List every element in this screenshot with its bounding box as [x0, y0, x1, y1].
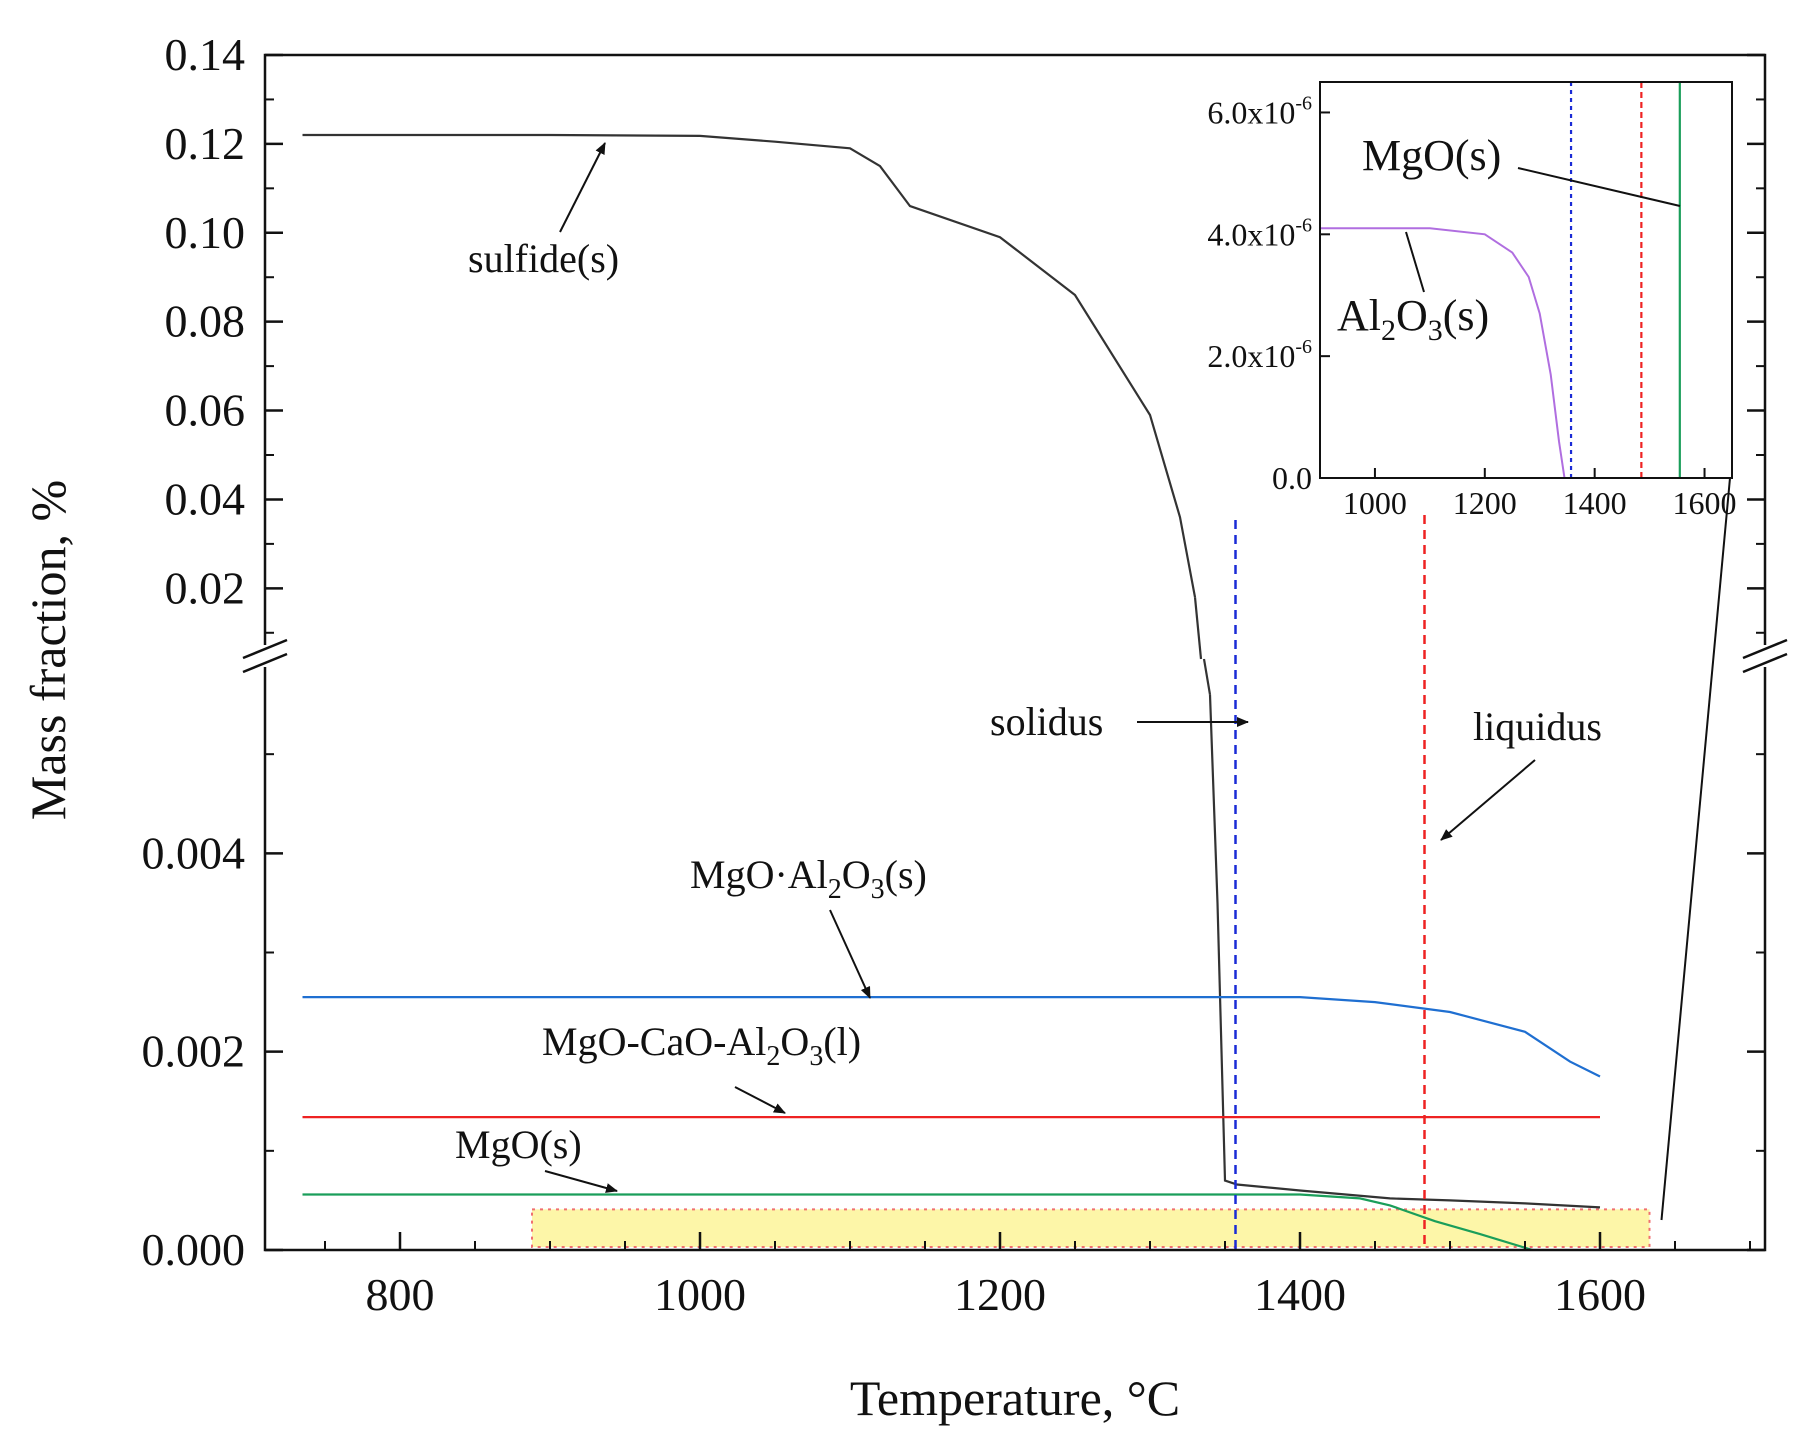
series-sulfide-s [302, 133, 1197, 598]
inset-x-tick-label-1400: 1400 [1563, 485, 1627, 521]
axis-break-mark-right-2 [1742, 652, 1788, 674]
inset-x-tick-label-1000: 1000 [1343, 485, 1407, 521]
series-sulfide-s-low [1208, 694, 1601, 1209]
axis-break-mark-right-1 [1742, 638, 1788, 660]
inset-y-tick-label-2: 4.0x10-6 [1207, 214, 1312, 252]
y-tick-upper-0-06-label: 0.06 [165, 385, 246, 436]
y-tick-upper-0-04-label: 0.04 [165, 473, 246, 524]
inset-series-al2o3-s [1320, 227, 1566, 479]
annotation-mgo: MgO(s) [455, 1122, 582, 1167]
x-tick-label-1200: 1200 [954, 1269, 1046, 1320]
arrow-liquidus [1440, 759, 1536, 841]
inset-y-tick-label-1: 2.0x10-6 [1207, 336, 1312, 374]
arrow-sulfide [559, 142, 606, 233]
series-sulfide-break-lower [1202, 658, 1212, 695]
x-tick-label-1000: 1000 [654, 1269, 746, 1320]
axis-break-mark-left-2 [242, 652, 288, 674]
series-mgo-al2o3-s [302, 995, 1601, 1078]
arrow-mgo-cao-al2o3 [734, 1086, 786, 1114]
zoom-connector-left [1660, 477, 1731, 1221]
series-mgo-s [302, 1193, 1533, 1252]
y-tick-upper-0-02-label: 0.02 [165, 562, 246, 613]
x-tick-label-1400: 1400 [1254, 1269, 1346, 1320]
inset-frame [1319, 81, 1733, 479]
inset-annotation-al2o3: Al2O3(s) [1337, 291, 1489, 347]
y-tick-lower-0-004-label: 0.004 [142, 827, 246, 878]
y-tick-lower-0-000-label: 0.000 [142, 1224, 246, 1275]
y-axis-title: Mass fraction, % [20, 480, 76, 820]
inset-arrow-mgo [1517, 167, 1681, 207]
annotation-liquidus: liquidus [1473, 704, 1602, 749]
y-tick-upper-0-08-label: 0.08 [165, 296, 246, 347]
y-tick-upper-0-14-label: 0.14 [165, 29, 246, 80]
inset-arrow-al2o3 [1405, 231, 1425, 293]
annotation-solidus: solidus [990, 699, 1103, 744]
arrow-mgo [544, 1170, 618, 1193]
y-tick-upper-0-12-label: 0.12 [165, 118, 246, 169]
x-tick-label-800: 800 [366, 1269, 435, 1320]
y-tick-lower-0-002-label: 0.002 [142, 1026, 246, 1077]
inset-y-tick-label-0: 0.0 [1272, 460, 1312, 496]
inset-x-tick-label-1200: 1200 [1453, 485, 1517, 521]
series-sulfide-break-upper [1193, 597, 1203, 660]
axis-break-mark-left-1 [242, 638, 288, 660]
annotation-sulfide: sulfide(s) [468, 236, 619, 281]
inset-y-tick-label-3: 6.0x10-6 [1207, 92, 1312, 130]
annotation-mgo-al2o3: MgO·Al2O3(s) [690, 852, 927, 905]
inset-annotation-mgo: MgO(s) [1362, 131, 1501, 180]
arrow-mgo-al2o3 [829, 909, 871, 999]
inset-x-tick-label-1600: 1600 [1673, 485, 1737, 521]
x-axis-title: Temperature, °C [850, 1370, 1180, 1426]
y-tick-upper-0-10-label: 0.10 [165, 207, 246, 258]
x-tick-label-1600: 1600 [1554, 1269, 1646, 1320]
inset-background [1320, 82, 1732, 478]
annotation-mgo-cao-al2o3: MgO-CaO-Al2O3(l) [542, 1019, 861, 1072]
